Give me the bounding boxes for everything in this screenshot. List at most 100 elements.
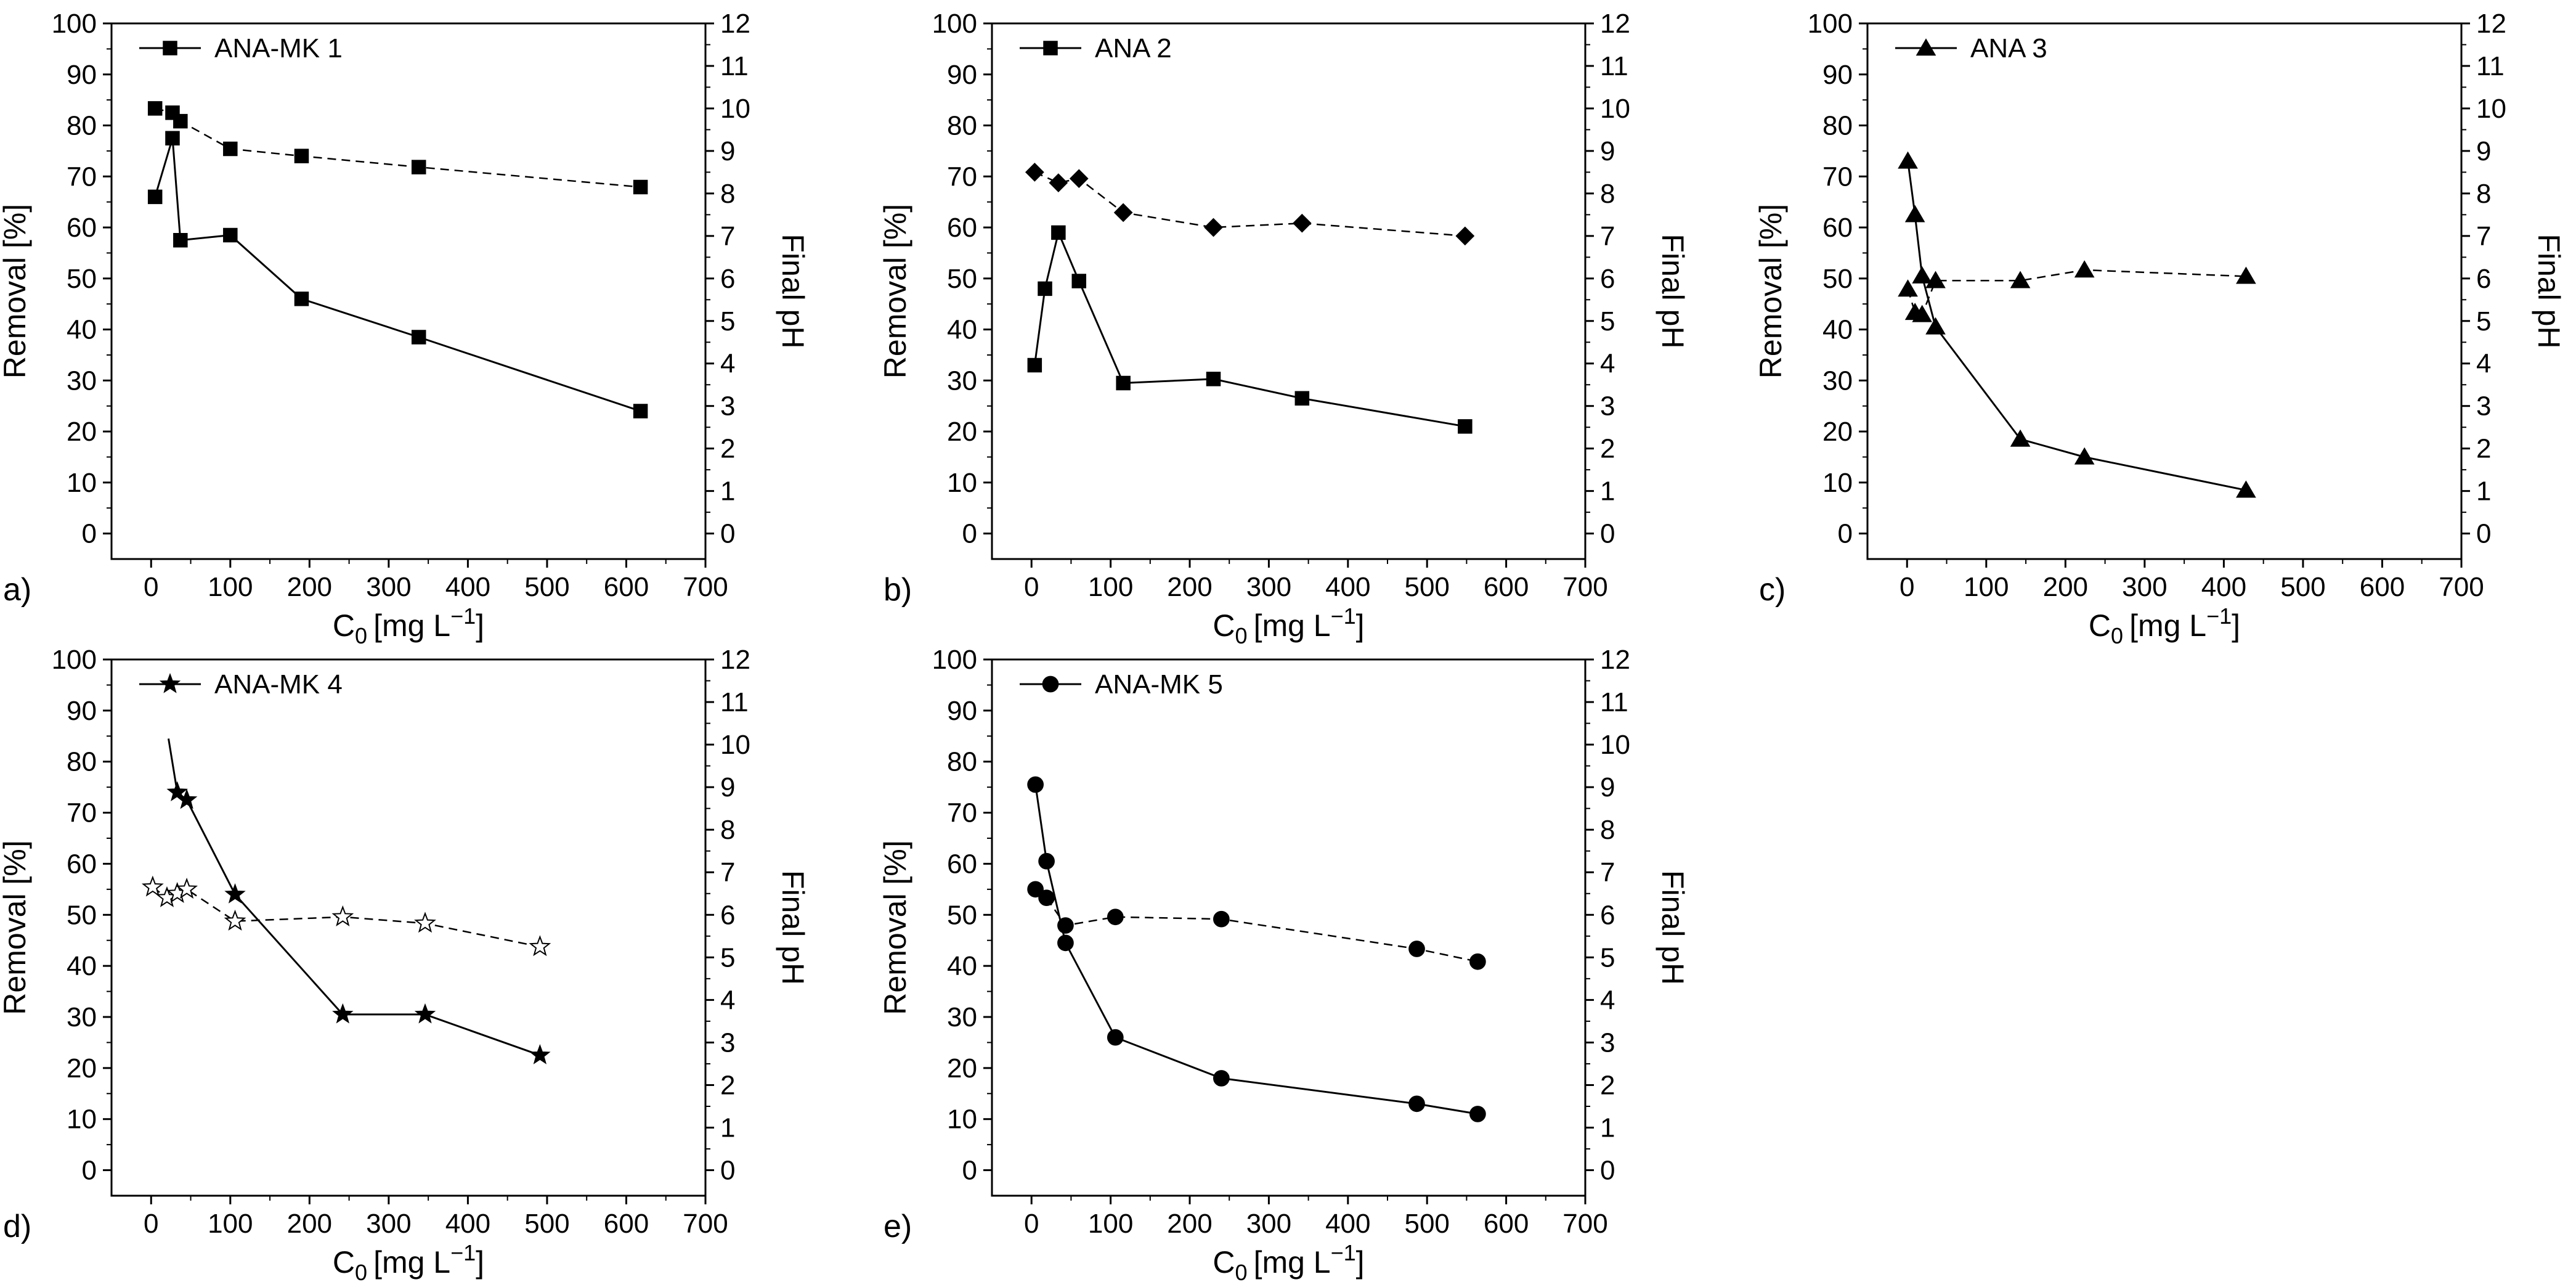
y-left-tick-label: 90 — [1822, 60, 1853, 90]
chart-panel-a: 0 100 200 300 400 500 600 700010203040506070809… — [0, 9, 810, 648]
data-point-marker — [1469, 1106, 1486, 1122]
legend-label: ANA 2 — [1095, 33, 1172, 63]
y-right-tick-label: 4 — [1600, 985, 1615, 1015]
series-line — [1907, 161, 2246, 491]
y-right-tick-label: 4 — [1600, 349, 1615, 379]
data-point-marker — [173, 113, 188, 129]
y-left-tick-label: 10 — [67, 1104, 97, 1135]
x-tick-label: 700 — [683, 572, 728, 602]
x-axis-title-unit: [mg L — [2129, 608, 2206, 643]
y-right-tick-label: 1 — [1600, 476, 1615, 507]
y-right-tick-label: 12 — [720, 645, 750, 675]
y-left-tick-label: 80 — [67, 747, 97, 777]
data-point-marker — [2236, 266, 2256, 284]
y-right-tick-label: 11 — [1600, 51, 1628, 81]
plot-frame — [991, 22, 1587, 560]
y-right-tick-label: 10 — [2476, 94, 2506, 124]
data-point-marker — [1057, 917, 1074, 934]
y-right-tick-label: 2 — [2476, 434, 2491, 464]
legend-marker — [1043, 41, 1058, 55]
y-left-tick-label: 20 — [67, 1053, 97, 1084]
legend-label: ANA-MK 5 — [1095, 669, 1223, 700]
y-right-tick-label: 7 — [720, 221, 735, 251]
y-right-tick-label: 10 — [720, 94, 750, 124]
y-right-tick-label: 0 — [1600, 1156, 1615, 1186]
y-right-tick-label: 6 — [2476, 264, 2491, 294]
y-left-tick-label: 0 — [82, 1156, 97, 1186]
y-right-tick-label: 5 — [720, 306, 735, 337]
x-tick-label: 600 — [1484, 572, 1529, 602]
y-right-tick-label: 3 — [720, 391, 735, 422]
y-right-tick-label: 12 — [720, 9, 750, 39]
x-axis-title-sup: −1 — [450, 1240, 476, 1265]
data-point-marker — [1107, 908, 1124, 926]
y-right-tick-label: 8 — [720, 179, 735, 209]
y-left-tick-label: 80 — [947, 111, 977, 141]
x-axis-title-sup: −1 — [1331, 603, 1356, 629]
y-right-tick-label: 11 — [720, 51, 749, 81]
x-tick-label: 600 — [2360, 572, 2405, 602]
y-right-tick-label: 5 — [1600, 942, 1615, 973]
y-left-tick-label: 70 — [947, 798, 977, 828]
x-axis-title: C0 [mg L−1] — [1213, 1240, 1364, 1282]
data-point-marker — [1408, 941, 1425, 957]
x-tick-label: 400 — [1325, 1209, 1370, 1239]
x-axis-title: C0 [mg L−1] — [333, 1240, 484, 1282]
data-point-marker — [1455, 226, 1475, 246]
y-right-tick-label: 6 — [720, 900, 735, 930]
data-point-marker — [224, 883, 246, 904]
series-final-ph — [141, 875, 551, 957]
y-left-tick-label: 30 — [67, 1002, 97, 1032]
y-right-tick-label: 9 — [720, 772, 735, 802]
y-right-tick-label: 7 — [720, 857, 735, 888]
data-point-marker — [1027, 881, 1044, 898]
y-right-tick-label: 10 — [1600, 94, 1630, 124]
x-tick-label: 0 — [1024, 572, 1039, 602]
data-point-marker — [1925, 317, 1946, 335]
x-axis-title: C0 [mg L−1] — [2089, 603, 2240, 648]
data-point-marker — [223, 141, 238, 157]
x-axis-title-base: C — [1213, 1245, 1235, 1280]
x-tick-label: 400 — [2201, 572, 2246, 602]
data-point-marker — [529, 1044, 551, 1064]
y-right-tick-label: 3 — [1600, 1027, 1615, 1058]
y-left-tick-label: 90 — [67, 60, 97, 90]
legend-label: ANA 3 — [1970, 33, 2047, 63]
data-point-marker — [411, 160, 426, 174]
data-point-marker — [1057, 934, 1074, 952]
y-right-tick-label: 12 — [1600, 9, 1630, 39]
y-left-tick-label: 0 — [1838, 519, 1853, 549]
y-right-tick-label: 11 — [2476, 51, 2505, 81]
y-left-tick-label: 0 — [962, 519, 977, 549]
x-tick-label: 600 — [1484, 1209, 1529, 1239]
plot-frame — [110, 658, 707, 1197]
data-point-marker — [1904, 205, 1925, 223]
y-right-tick-label: 1 — [2476, 476, 2491, 507]
data-point-marker — [331, 905, 354, 926]
y-right-tick-label: 3 — [2476, 391, 2491, 422]
x-tick-label: 100 — [1964, 572, 2009, 602]
data-point-marker — [1206, 372, 1221, 386]
y-left-tick-label: 50 — [67, 264, 97, 294]
y-right-tick-label: 5 — [2476, 306, 2491, 337]
panel-letter: e) — [884, 1209, 912, 1244]
y-right-tick-label: 7 — [1600, 221, 1615, 251]
panel-letter: a) — [3, 572, 31, 608]
data-point-marker — [1408, 1095, 1425, 1113]
y-left-tick-label: 30 — [67, 365, 97, 396]
x-tick-label: 300 — [1246, 1209, 1291, 1239]
data-point-marker — [1038, 852, 1055, 870]
chart-panel-e: 0 100 200 300 400 500 600 700010203040506070809… — [878, 645, 1690, 1282]
y-right-axis-title: Final pH — [776, 234, 810, 348]
data-point-marker — [1213, 1070, 1230, 1087]
data-point-marker — [2236, 480, 2256, 498]
series-line — [168, 738, 540, 1056]
y-left-tick-label: 10 — [1822, 468, 1853, 498]
y-left-tick-label: 40 — [67, 315, 97, 345]
y-left-tick-label: 40 — [947, 951, 977, 981]
x-tick-label: 200 — [2043, 572, 2088, 602]
y-left-tick-label: 90 — [947, 696, 977, 726]
panel-letter: d) — [3, 1209, 31, 1244]
y-left-tick-label: 80 — [947, 747, 977, 777]
series-final-ph — [1025, 163, 1475, 246]
